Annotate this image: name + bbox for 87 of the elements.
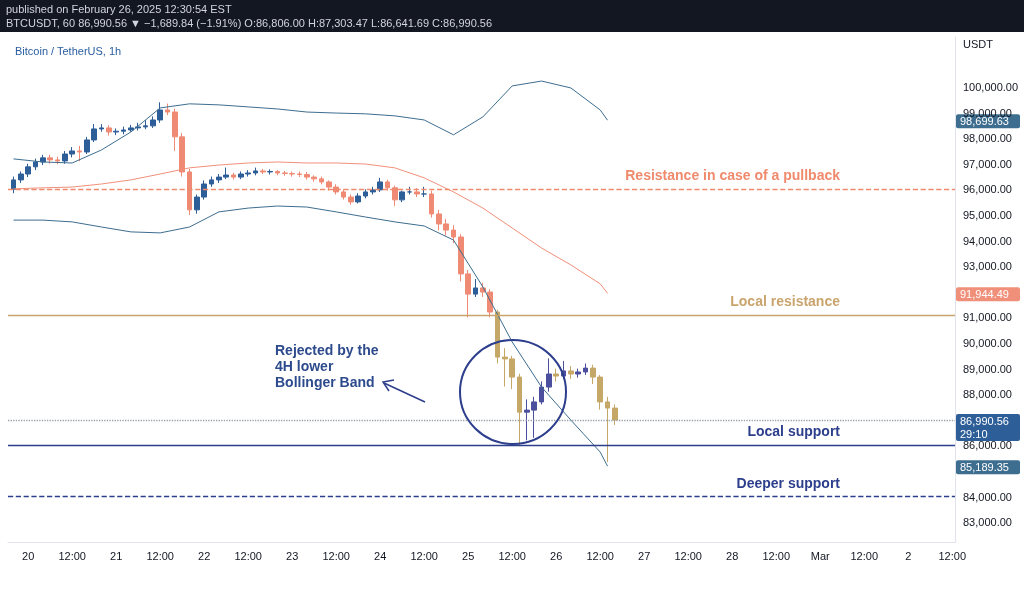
candlestick [297,170,302,178]
x-tick-label: 26 [550,549,563,562]
line-series [13,205,609,467]
candlestick [113,127,119,136]
x-tick-label: 24 [374,549,387,562]
text: 86,990.56 [960,414,1009,427]
y-tick-label: 95,000.00 [963,208,1012,221]
y-tick-label: 93,000.00 [963,260,1012,273]
x-tick-label: 20 [22,549,35,562]
text: 29:10 [960,427,988,440]
ref-line-label: Resistance in case of a pullback [625,167,841,184]
candlestick [121,126,126,135]
candlestick [47,154,53,165]
line-series [13,80,609,164]
y-tick-label: 97,000.00 [963,157,1012,170]
candlestick [275,169,280,176]
y-tick-label: 98,000.00 [963,132,1012,145]
candlestick [612,403,618,426]
x-tick-label: 25 [462,549,475,562]
candlestick [253,167,258,176]
y-tick-label: 96,000.00 [963,183,1012,196]
candlestick [319,176,324,185]
y-tick-label: 88,000.00 [963,388,1012,401]
x-tick-label: 22 [198,549,211,562]
x-tick-label: 12:00 [322,549,350,562]
candlestick [451,224,456,244]
candlestick [209,176,214,188]
ref-line-label: Local resistance [730,292,841,309]
x-tick-label: 12:00 [58,549,86,562]
candlestick [77,145,82,162]
x-tick-label: 12:00 [938,549,967,562]
y-axis-title: USDT [963,37,994,50]
candlestick [128,124,134,133]
y-tick-label: 83,000.00 [963,516,1012,529]
ref-line-label: Local support [747,423,841,440]
x-tick-label: Mar [810,549,831,562]
y-tick-label: 90,000.00 [963,337,1012,350]
x-tick-label: 12:00 [234,549,262,562]
x-tick-label: 28 [726,549,739,562]
candlestick [421,186,427,198]
text: 91,944.49 [960,287,1009,300]
x-tick-label: 12:00 [762,549,790,562]
candlestick [231,172,236,181]
candlestick [33,158,38,171]
y-tick-label: 89,000.00 [963,362,1012,375]
text: 85,189.35 [960,460,1009,473]
candlestick [583,363,588,376]
candlestick [473,278,478,298]
annotation: Rejected by the 4H lower Bollinger Band [275,342,380,390]
x-tick-label: 21 [110,549,123,562]
candlestick [605,396,610,463]
x-tick-label: 12:00 [410,549,438,562]
x-tick-label: 12:00 [674,549,702,562]
text: published on February 26, 2025 12:30:54 EST [6,2,233,16]
x-tick-label: 12:00 [586,549,614,562]
candlestick [165,103,170,116]
y-tick-label: 100,000.00 [963,80,1019,93]
y-tick-label: 94,000.00 [963,234,1012,247]
ref-line-label: Deeper support [736,474,841,491]
text: Bitcoin / TetherUS, 1h [15,44,122,57]
candlestick [267,168,273,176]
candlestick [539,380,544,405]
x-tick-label: 27 [638,549,651,562]
candlestick [575,368,581,379]
candlestick [546,357,552,393]
candlestick [355,192,361,204]
candlestick [553,368,559,382]
y-tick-label: 84,000.00 [963,490,1012,503]
y-tick-label: 91,000.00 [963,311,1012,324]
candlestick [11,176,16,194]
candlestick [99,123,104,133]
x-tick-label: 12:00 [146,549,174,562]
text: BTCUSDT, 60 86,990.56 ▼ −1,689.84 (−1.91%) O:86,806.00 H:87,303.47 L:86,641.69 C:86,990.56 [6,16,494,30]
x-tick-label: 23 [286,549,299,562]
x-tick-label: 2 [905,549,912,562]
candlestick [568,365,574,380]
candlestick [106,124,112,137]
x-tick-label: 12:00 [498,549,526,562]
candlestick [260,168,266,175]
candlestick [55,156,60,165]
candlestick [143,119,148,130]
x-tick-label: 12:00 [850,549,879,562]
candlestick [363,188,368,199]
candlestick [517,373,522,446]
candlestick [348,193,354,206]
y-tick-label: 86,000.00 [963,439,1012,452]
candlestick [399,190,405,203]
